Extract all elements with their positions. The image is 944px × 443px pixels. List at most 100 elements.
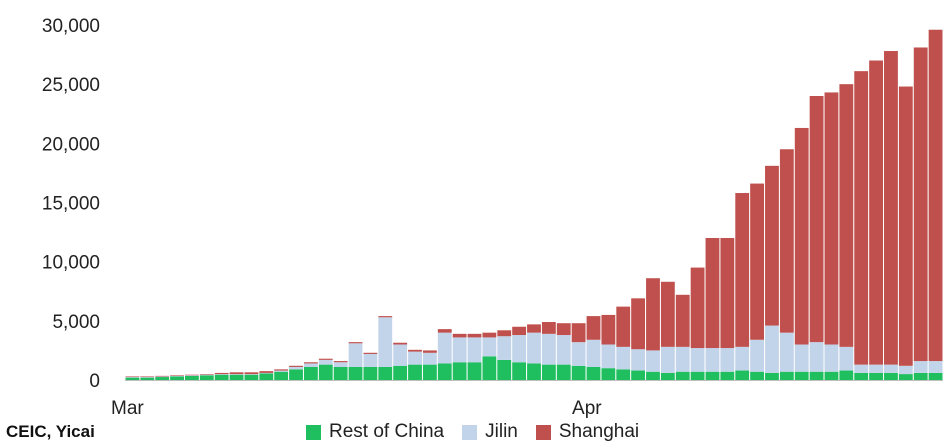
bar-segment-shanghai [720,238,735,349]
bar-segment-rest-of-china [333,366,348,380]
bar-segment-shanghai [140,376,155,378]
bar-segment-rest-of-china [884,372,898,380]
bar-segment-rest-of-china [631,370,646,380]
y-tick-label: 20,000 [42,134,100,155]
bar-segment-rest-of-china [794,371,809,380]
bar-segment-shanghai [631,298,646,350]
bar-segment-rest-of-china [437,363,452,380]
bar-segment-rest-of-china [571,365,586,380]
bar-segment-shanghai [393,342,408,345]
bar-segment-rest-of-china [422,364,437,380]
bar-segment-shanghai [839,84,854,347]
y-tick-label: 5,000 [52,312,100,333]
bar-segment-jilin [898,365,913,375]
bar-segment-rest-of-china [809,371,824,380]
bar-segment-rest-of-china [913,372,928,380]
bar-segment-shanghai [556,323,571,336]
bar-segment-jilin [259,372,274,374]
bar-segment-jilin [839,346,854,371]
bar-segment-shanghai [408,349,422,352]
bar-segment-rest-of-china [646,371,660,380]
bar-segment-rest-of-china [735,370,750,380]
bar-segment-rest-of-china [408,364,422,380]
legend-label-jilin: Jilin [485,421,518,442]
bar-segment-jilin [779,332,794,372]
bar-segment-shanghai [869,60,883,365]
bar-segment-rest-of-china [705,371,720,380]
bar-segment-shanghai [809,96,824,343]
bar-segment-rest-of-china [244,374,259,380]
bar-segment-rest-of-china [928,372,943,380]
bar-segment-rest-of-china [824,371,839,380]
bar-segment-rest-of-china [720,371,735,380]
bar-segment-jilin [646,350,660,372]
bar-segment-rest-of-china [898,374,913,380]
bar-segment-shanghai [363,352,378,354]
bar-segment-shanghai [125,376,140,378]
legend-item-shanghai: Shanghai [535,421,639,443]
bar-segment-rest-of-china [140,377,155,380]
bar-segment-rest-of-china [125,377,140,380]
bar-segment-shanghai [497,330,512,337]
bar-segment-jilin [289,366,303,370]
bar-segment-shanghai [675,294,690,347]
bar-segment-jilin [378,317,393,367]
bar-segment-jilin [497,336,512,360]
bar-segment-jilin [913,361,928,373]
bar-segment-shanghai [571,323,586,343]
bar-segment-jilin [333,362,348,367]
y-tick-label: 0 [89,371,100,392]
bar-segment-rest-of-china [185,375,199,380]
bar-segment-rest-of-china [467,362,482,380]
legend-label-rest-of-china: Rest of China [329,421,445,442]
bar-segment-jilin [199,374,214,376]
bar-segment-jilin [601,344,616,369]
bar-segment-rest-of-china [289,369,303,380]
bar-segment-jilin [809,342,824,372]
bar-segment-rest-of-china [274,371,289,380]
bar-segment-jilin [512,335,527,363]
bar-segment-rest-of-china [750,371,765,380]
legend-swatch-rest-of-china [306,424,321,440]
bar-segment-rest-of-china [214,374,229,380]
bar-segment-shanghai [259,371,274,373]
bar-segment-shanghai [824,92,839,345]
bar-segment-shanghai [422,350,437,353]
bar-segment-jilin [720,348,735,372]
bar-segment-jilin [244,374,259,375]
bar-segment-rest-of-china [378,366,393,380]
bar-segment-shanghai [750,183,765,340]
bar-segment-shanghai [512,326,527,336]
bar-segment-jilin [854,364,869,373]
bar-segment-shanghai [452,333,467,338]
bar-segment-rest-of-china [839,370,854,380]
bar-segment-jilin [437,332,452,364]
bar-segment-jilin [318,359,333,365]
bar-segment-shanghai [185,374,199,376]
bar-segment-jilin [422,352,437,365]
bar-segment-jilin [869,364,883,373]
legend-swatch-jilin [462,424,478,440]
bar-segment-rest-of-china [601,368,616,380]
bar-segment-shanghai [437,329,452,333]
bar-segment-jilin [765,325,779,373]
source-note: CEIC, Yicai [6,422,95,441]
bar-segment-shanghai [884,51,898,365]
bar-segment-rest-of-china [854,372,869,380]
bar-stacks [125,29,943,380]
bar-segment-rest-of-china [586,366,601,380]
bar-segment-rest-of-china [690,371,705,380]
bar-segment-jilin [571,342,586,366]
bar-segment-jilin [363,353,378,367]
bar-segment-jilin [229,374,244,375]
bar-segment-jilin [214,374,229,375]
bar-segment-rest-of-china [318,364,333,380]
bar-segment-shanghai [214,372,229,375]
bar-segment-shanghai [765,165,779,326]
bar-segment-rest-of-china [675,371,690,380]
bar-segment-shanghai [854,71,869,365]
bar-segment-shanghai [467,333,482,338]
bar-segment-jilin [794,344,809,372]
bar-segment-shanghai [274,369,289,371]
bar-segment-shanghai [646,278,660,351]
